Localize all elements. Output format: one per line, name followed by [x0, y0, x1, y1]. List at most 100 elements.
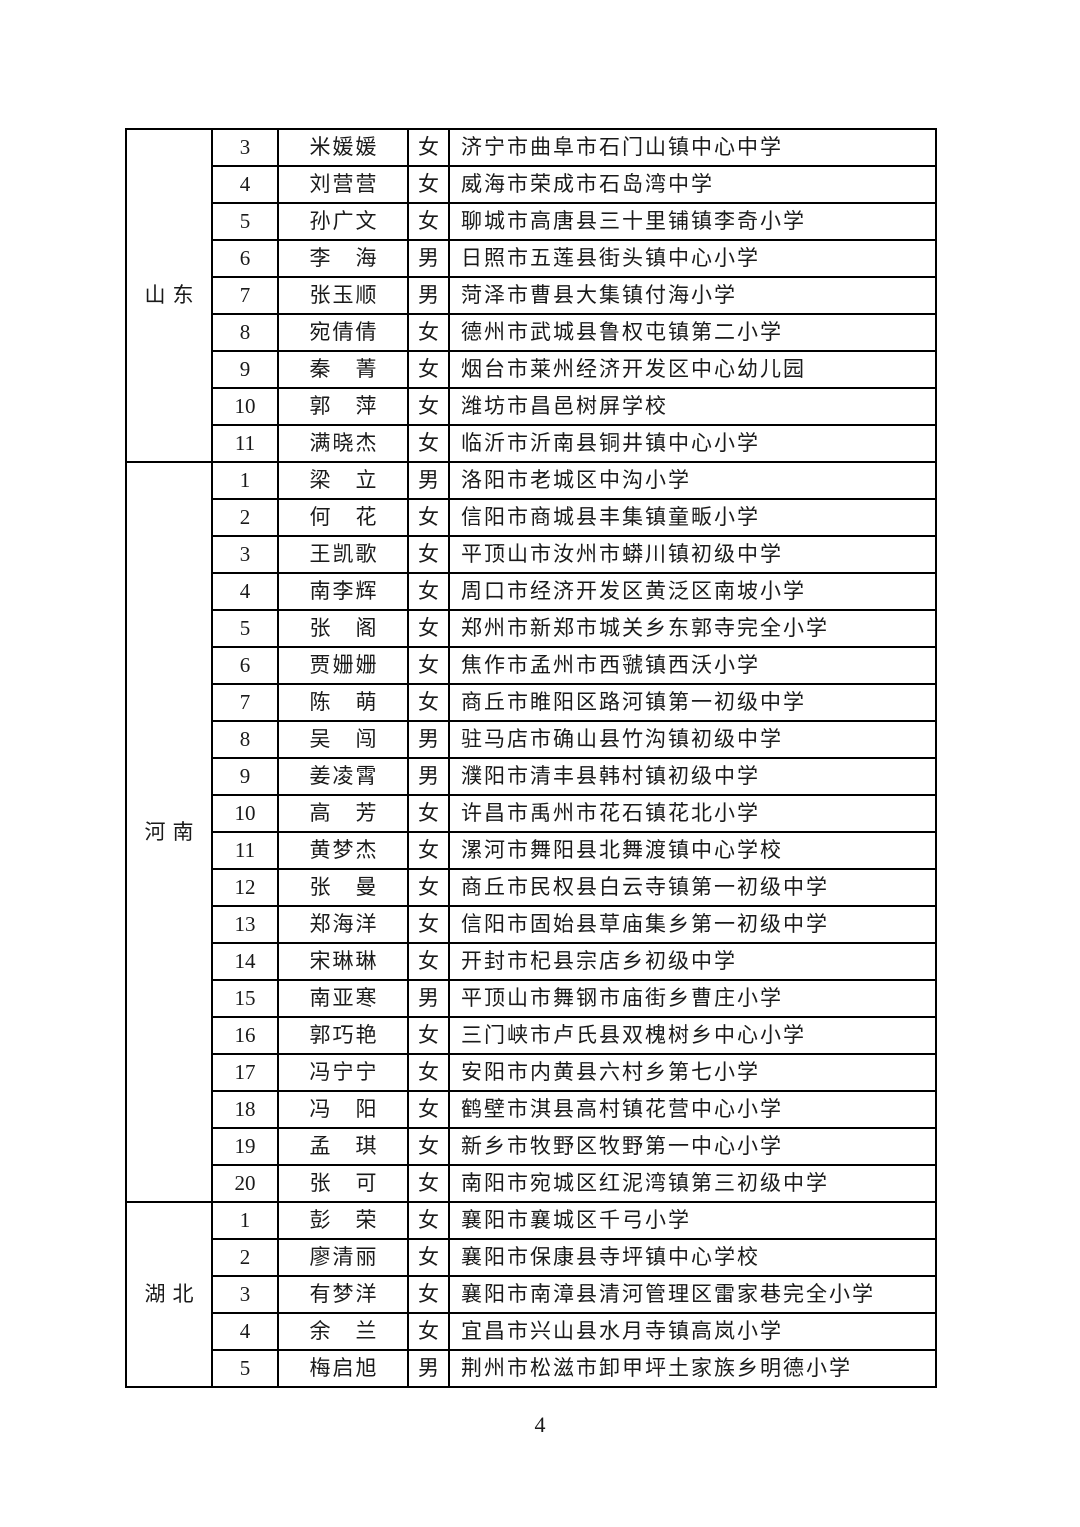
teacher-name-cell: 张 曼: [277, 868, 409, 907]
page-number: 4: [534, 1412, 546, 1437]
school-name-cell: 鹤壁市淇县高村镇花营中心小学: [448, 1090, 937, 1129]
row-number-cell: 2: [211, 498, 279, 537]
school-name-cell: 济宁市曲阜市石门山镇中心中学: [448, 128, 937, 167]
table-row: 11 满晓杰女临沂市沂南县铜井镇中心小学: [126, 424, 937, 463]
teacher-name-cell: 张玉顺: [277, 276, 409, 315]
province-cell: 湖北: [125, 1201, 213, 1388]
gender-cell: 女: [407, 905, 450, 944]
school-name-cell: 安阳市内黄县六村乡第七小学: [448, 1053, 937, 1092]
teacher-name-cell: 何 花: [277, 498, 409, 537]
gender-cell: 女: [407, 1164, 450, 1203]
gender-cell: 女: [407, 1201, 450, 1240]
teacher-roster-table: 山东 3 米媛媛女济宁市曲阜市石门山镇中心中学 4 刘营营女威海市荣成市石岛湾中学 5 孙广…: [125, 128, 937, 1388]
row-number-cell: 6: [211, 646, 279, 685]
school-name-cell: 平顶山市舞钢市庙街乡曹庄小学: [448, 979, 937, 1018]
teacher-name-cell: 有梦洋: [277, 1275, 409, 1314]
school-name-cell: 信阳市固始县草庙集乡第一初级中学: [448, 905, 937, 944]
row-number-cell: 10: [211, 794, 279, 833]
row-number-cell: 11: [211, 831, 279, 870]
school-name-cell: 日照市五莲县街头镇中心小学: [448, 239, 937, 278]
gender-cell: 男: [407, 1349, 450, 1388]
table-row: 山东 3 米媛媛女济宁市曲阜市石门山镇中心中学: [125, 128, 937, 463]
row-number-cell: 8: [211, 313, 279, 352]
teacher-name-cell: 黄梦杰: [277, 831, 409, 870]
school-name-cell: 濮阳市清丰县韩村镇初级中学: [448, 757, 937, 796]
school-name-cell: 德州市武城县鲁权屯镇第二小学: [448, 313, 937, 352]
row-number-cell: 4: [211, 1312, 279, 1351]
row-number-cell: 8: [211, 720, 279, 759]
gender-cell: 男: [407, 276, 450, 315]
school-name-cell: 信阳市商城县丰集镇童畈小学: [448, 498, 937, 537]
school-name-cell: 新乡市牧野区牧野第一中心小学: [448, 1127, 937, 1166]
school-name-cell: 平顶山市汝州市蟒川镇初级中学: [448, 535, 937, 574]
school-name-cell: 襄阳市南漳县清河管理区雷家巷完全小学: [448, 1275, 937, 1314]
teacher-name-cell: 余 兰: [277, 1312, 409, 1351]
school-name-cell: 商丘市民权县白云寺镇第一初级中学: [448, 868, 937, 907]
table-row: 5 梅启旭男荆州市松滋市卸甲坪土家族乡明德小学: [126, 1349, 937, 1388]
table-row: 14 宋琳琳女开封市杞县宗店乡初级中学: [126, 942, 937, 981]
teacher-name-cell: 姜凌霄: [277, 757, 409, 796]
gender-cell: 女: [407, 683, 450, 722]
teacher-name-cell: 郭巧艳: [277, 1016, 409, 1055]
school-name-cell: 荆州市松滋市卸甲坪土家族乡明德小学: [448, 1349, 937, 1388]
row-number-cell: 9: [211, 757, 279, 796]
table-row: 3 王凯歌女平顶山市汝州市蟒川镇初级中学: [126, 535, 937, 574]
row-number-cell: 7: [211, 276, 279, 315]
school-name-cell: 郑州市新郑市城关乡东郭寺完全小学: [448, 609, 937, 648]
row-number-cell: 5: [211, 1349, 279, 1388]
gender-cell: 女: [407, 424, 450, 463]
gender-cell: 女: [407, 498, 450, 537]
row-number-cell: 18: [211, 1090, 279, 1129]
gender-cell: 女: [407, 313, 450, 352]
table-row: 河南 1 梁 立男洛阳市老城区中沟小学: [125, 461, 937, 1203]
table-row: 10 高 芳女许昌市禹州市花石镇花北小学: [126, 794, 937, 833]
gender-cell: 男: [407, 720, 450, 759]
row-number-cell: 7: [211, 683, 279, 722]
province-cell: 河南: [125, 461, 213, 1203]
gender-cell: 女: [407, 794, 450, 833]
row-number-cell: 1: [211, 461, 279, 500]
teacher-name-cell: 郭 萍: [277, 387, 409, 426]
table-row: 15 南亚寒男平顶山市舞钢市庙街乡曹庄小学: [126, 979, 937, 1018]
gender-cell: 男: [407, 461, 450, 500]
row-number-cell: 19: [211, 1127, 279, 1166]
school-name-cell: 菏泽市曹县大集镇付海小学: [448, 276, 937, 315]
teacher-name-cell: 孙广文: [277, 202, 409, 241]
gender-cell: 女: [407, 350, 450, 389]
table-row: 18 冯 阳女鹤壁市淇县高村镇花营中心小学: [126, 1090, 937, 1129]
school-name-cell: 襄阳市襄城区千弓小学: [448, 1201, 937, 1240]
teacher-name-cell: 陈 萌: [277, 683, 409, 722]
row-number-cell: 10: [211, 387, 279, 426]
gender-cell: 男: [407, 239, 450, 278]
gender-cell: 女: [407, 609, 450, 648]
table-row: 6 贾姗姗女焦作市孟州市西虢镇西沃小学: [126, 646, 937, 685]
table-row: 9 姜凌霄男濮阳市清丰县韩村镇初级中学: [126, 757, 937, 796]
gender-cell: 男: [407, 979, 450, 1018]
row-number-cell: 3: [211, 1275, 279, 1314]
teacher-name-cell: 宋琳琳: [277, 942, 409, 981]
table-row: 19 孟 琪女新乡市牧野区牧野第一中心小学: [126, 1127, 937, 1166]
teacher-name-cell: 南亚寒: [277, 979, 409, 1018]
gender-cell: 女: [407, 1016, 450, 1055]
gender-cell: 女: [407, 387, 450, 426]
teacher-name-cell: 贾姗姗: [277, 646, 409, 685]
row-number-cell: 3: [211, 535, 279, 574]
gender-cell: 女: [407, 535, 450, 574]
teacher-name-cell: 彭 荣: [277, 1201, 409, 1240]
row-number-cell: 17: [211, 1053, 279, 1092]
gender-cell: 男: [407, 757, 450, 796]
gender-cell: 女: [407, 1238, 450, 1277]
school-name-cell: 许昌市禹州市花石镇花北小学: [448, 794, 937, 833]
teacher-name-cell: 南李辉: [277, 572, 409, 611]
teacher-name-cell: 冯宁宁: [277, 1053, 409, 1092]
teacher-name-cell: 梁 立: [277, 461, 409, 500]
row-number-cell: 12: [211, 868, 279, 907]
school-name-cell: 漯河市舞阳县北舞渡镇中心学校: [448, 831, 937, 870]
gender-cell: 女: [407, 1053, 450, 1092]
table-row: 7 张玉顺男菏泽市曹县大集镇付海小学: [126, 276, 937, 315]
